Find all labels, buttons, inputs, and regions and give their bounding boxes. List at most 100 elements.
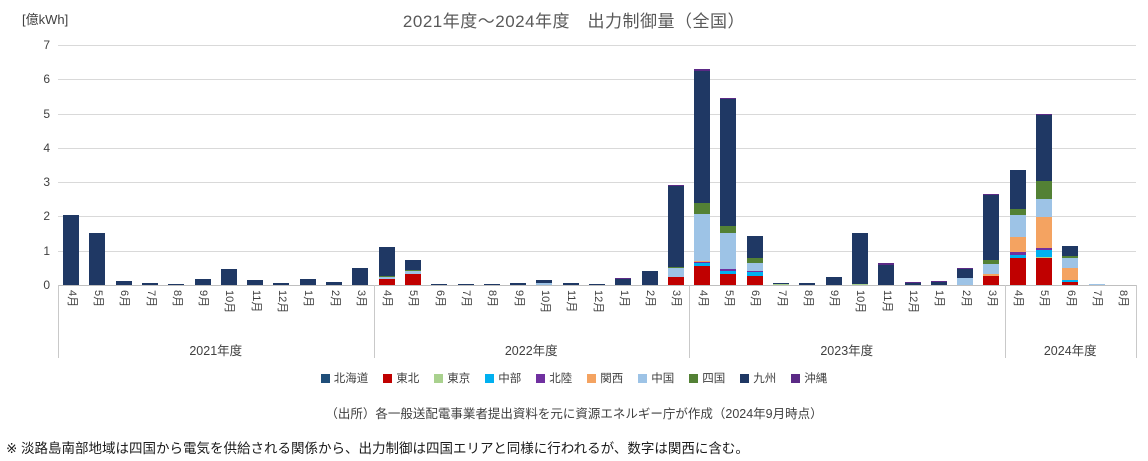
bar-segment-九州: [589, 283, 605, 285]
source-note: （出所）各一般送配電事業者提出資料を元に資源エネルギー庁が作成（2024年9月時…: [325, 407, 823, 421]
bar-segment-北陸: [1009, 252, 1026, 256]
x-axis-year-label: 2022年度: [504, 344, 558, 358]
bar-segment-中部: [1035, 249, 1052, 257]
bar-segment-関西: [1035, 217, 1052, 248]
x-axis-month-label: 11月: [249, 290, 262, 313]
x-axis-month-label: 9月: [197, 290, 210, 308]
x-axis-month-label: 7月: [460, 290, 473, 308]
x-axis-month-label: 3月: [670, 290, 683, 308]
bar-segment-中国: [1035, 198, 1052, 218]
x-axis-month-label: 2月: [328, 290, 341, 308]
gridline: [58, 216, 1136, 218]
legend-swatch-icon: [485, 373, 495, 383]
x-axis-month-label: 12月: [275, 290, 288, 314]
x-axis-month-label: 3月: [985, 290, 998, 308]
bar-segment-九州: [483, 283, 500, 285]
y-axis-tick-label: 7: [43, 38, 50, 52]
bar-segment-東北: [404, 274, 421, 285]
bar-segment-九州: [720, 98, 737, 227]
bar-segment-九州: [404, 260, 421, 270]
bar-segment-東北: [746, 276, 763, 285]
bar-segment-九州: [825, 276, 842, 285]
legend-swatch-icon: [536, 373, 546, 383]
bar-segment-関西: [1009, 237, 1026, 253]
bar-segment-九州: [667, 185, 684, 267]
bar-segment-沖縄: [904, 282, 921, 284]
x-axis-month-label: 9月: [512, 290, 525, 308]
x-axis-month-label: 6月: [1064, 290, 1077, 308]
bar-segment-中部: [1062, 279, 1079, 282]
y-axis-tick-label: 4: [43, 140, 50, 155]
bar-segment-沖縄: [930, 280, 947, 282]
bar-segment-中国: [667, 268, 684, 278]
legend: 北海道 東北 東京 中部 北陸 関西 中国 四国 九州 沖縄: [0, 370, 1148, 386]
bar-segment-四国: [983, 260, 1000, 265]
y-axis-unit-label: [億kWh]: [22, 12, 69, 27]
bar-segment-九州: [194, 278, 211, 285]
x-axis-month-label: 6月: [118, 290, 131, 308]
bar-segment-九州: [299, 278, 316, 285]
footnote: ※ 淡路島南部地域は四国から電気を供給される関係から、出力制御は四国エリアと同様…: [6, 441, 749, 456]
gridline: [58, 182, 1136, 184]
bar-segment-九州: [326, 282, 343, 285]
x-axis-month-label: 5月: [1038, 290, 1051, 308]
bar-segment-東京: [1035, 256, 1052, 259]
bar-segment-中国: [720, 233, 737, 270]
x-axis-year-label: 2024年度: [1043, 344, 1097, 358]
bar-segment-九州: [983, 195, 1000, 261]
bar-segment-沖縄: [1035, 113, 1052, 115]
x-axis-month-label: 4月: [696, 290, 709, 308]
bar-segment-北陸: [1035, 247, 1052, 250]
x-axis-month-label: 11月: [565, 290, 578, 313]
bar-segment-中国: [983, 264, 1000, 274]
gridline: [58, 79, 1136, 81]
x-axis-month-label: 1月: [617, 290, 630, 308]
bar-segment-九州: [930, 281, 947, 285]
legend-item-7: 中国: [638, 370, 674, 386]
plot-area: [58, 45, 1136, 286]
bar-segment-九州: [773, 282, 790, 284]
legend-label: 沖縄: [804, 373, 828, 385]
bar-segment-九州: [799, 283, 816, 285]
bar-segment-中国: [694, 214, 711, 261]
x-axis-month-label: 10月: [538, 290, 551, 314]
bar-segment-九州: [694, 71, 711, 204]
legend-item-1: 北海道: [320, 370, 369, 386]
x-axis-month-label: 4月: [65, 290, 78, 308]
legend-label: 中部: [498, 373, 522, 385]
bar-segment-北陸: [746, 271, 763, 273]
bar-segment-中部: [746, 272, 763, 277]
legend-item-8: 四国: [689, 370, 725, 386]
bar-segment-九州: [457, 283, 474, 285]
x-axis-month-label: 5月: [722, 290, 735, 308]
bar-segment-沖縄: [615, 277, 632, 280]
legend-label: 九州: [753, 373, 777, 385]
legend-label: 中国: [651, 373, 675, 385]
bar-segment-九州: [904, 283, 921, 285]
x-axis-month-label: 11月: [880, 290, 893, 313]
bar-segment-九州: [273, 283, 290, 285]
legend-label: 北海道: [333, 373, 369, 385]
bar-segment-九州: [63, 214, 80, 285]
x-axis-month-label: 8月: [1117, 290, 1130, 308]
x-axis-month-label: 4月: [381, 290, 394, 308]
bar-segment-東北: [694, 266, 711, 285]
bar-segment-九州: [247, 279, 264, 285]
year-group-divider: [1004, 285, 1006, 358]
bar-segment-関西: [694, 260, 711, 262]
bar-segment-沖縄: [694, 69, 711, 72]
bar-segment-九州: [431, 283, 448, 285]
bar-segment-東京: [773, 283, 790, 285]
bar-segment-四国: [667, 266, 684, 269]
bar-segment-四国: [1035, 181, 1052, 199]
bar-segment-中国: [1009, 215, 1026, 237]
legend-swatch-icon: [638, 373, 648, 383]
x-axis-month-label: 7月: [144, 290, 157, 308]
y-axis-tick-label: 6: [43, 72, 50, 87]
year-group-divider: [58, 285, 59, 358]
bar-segment-九州: [641, 270, 658, 285]
bar-segment-九州: [168, 284, 185, 285]
bar-segment-九州: [562, 282, 579, 285]
year-group-divider: [1136, 285, 1137, 358]
bar-segment-東北: [378, 278, 395, 285]
